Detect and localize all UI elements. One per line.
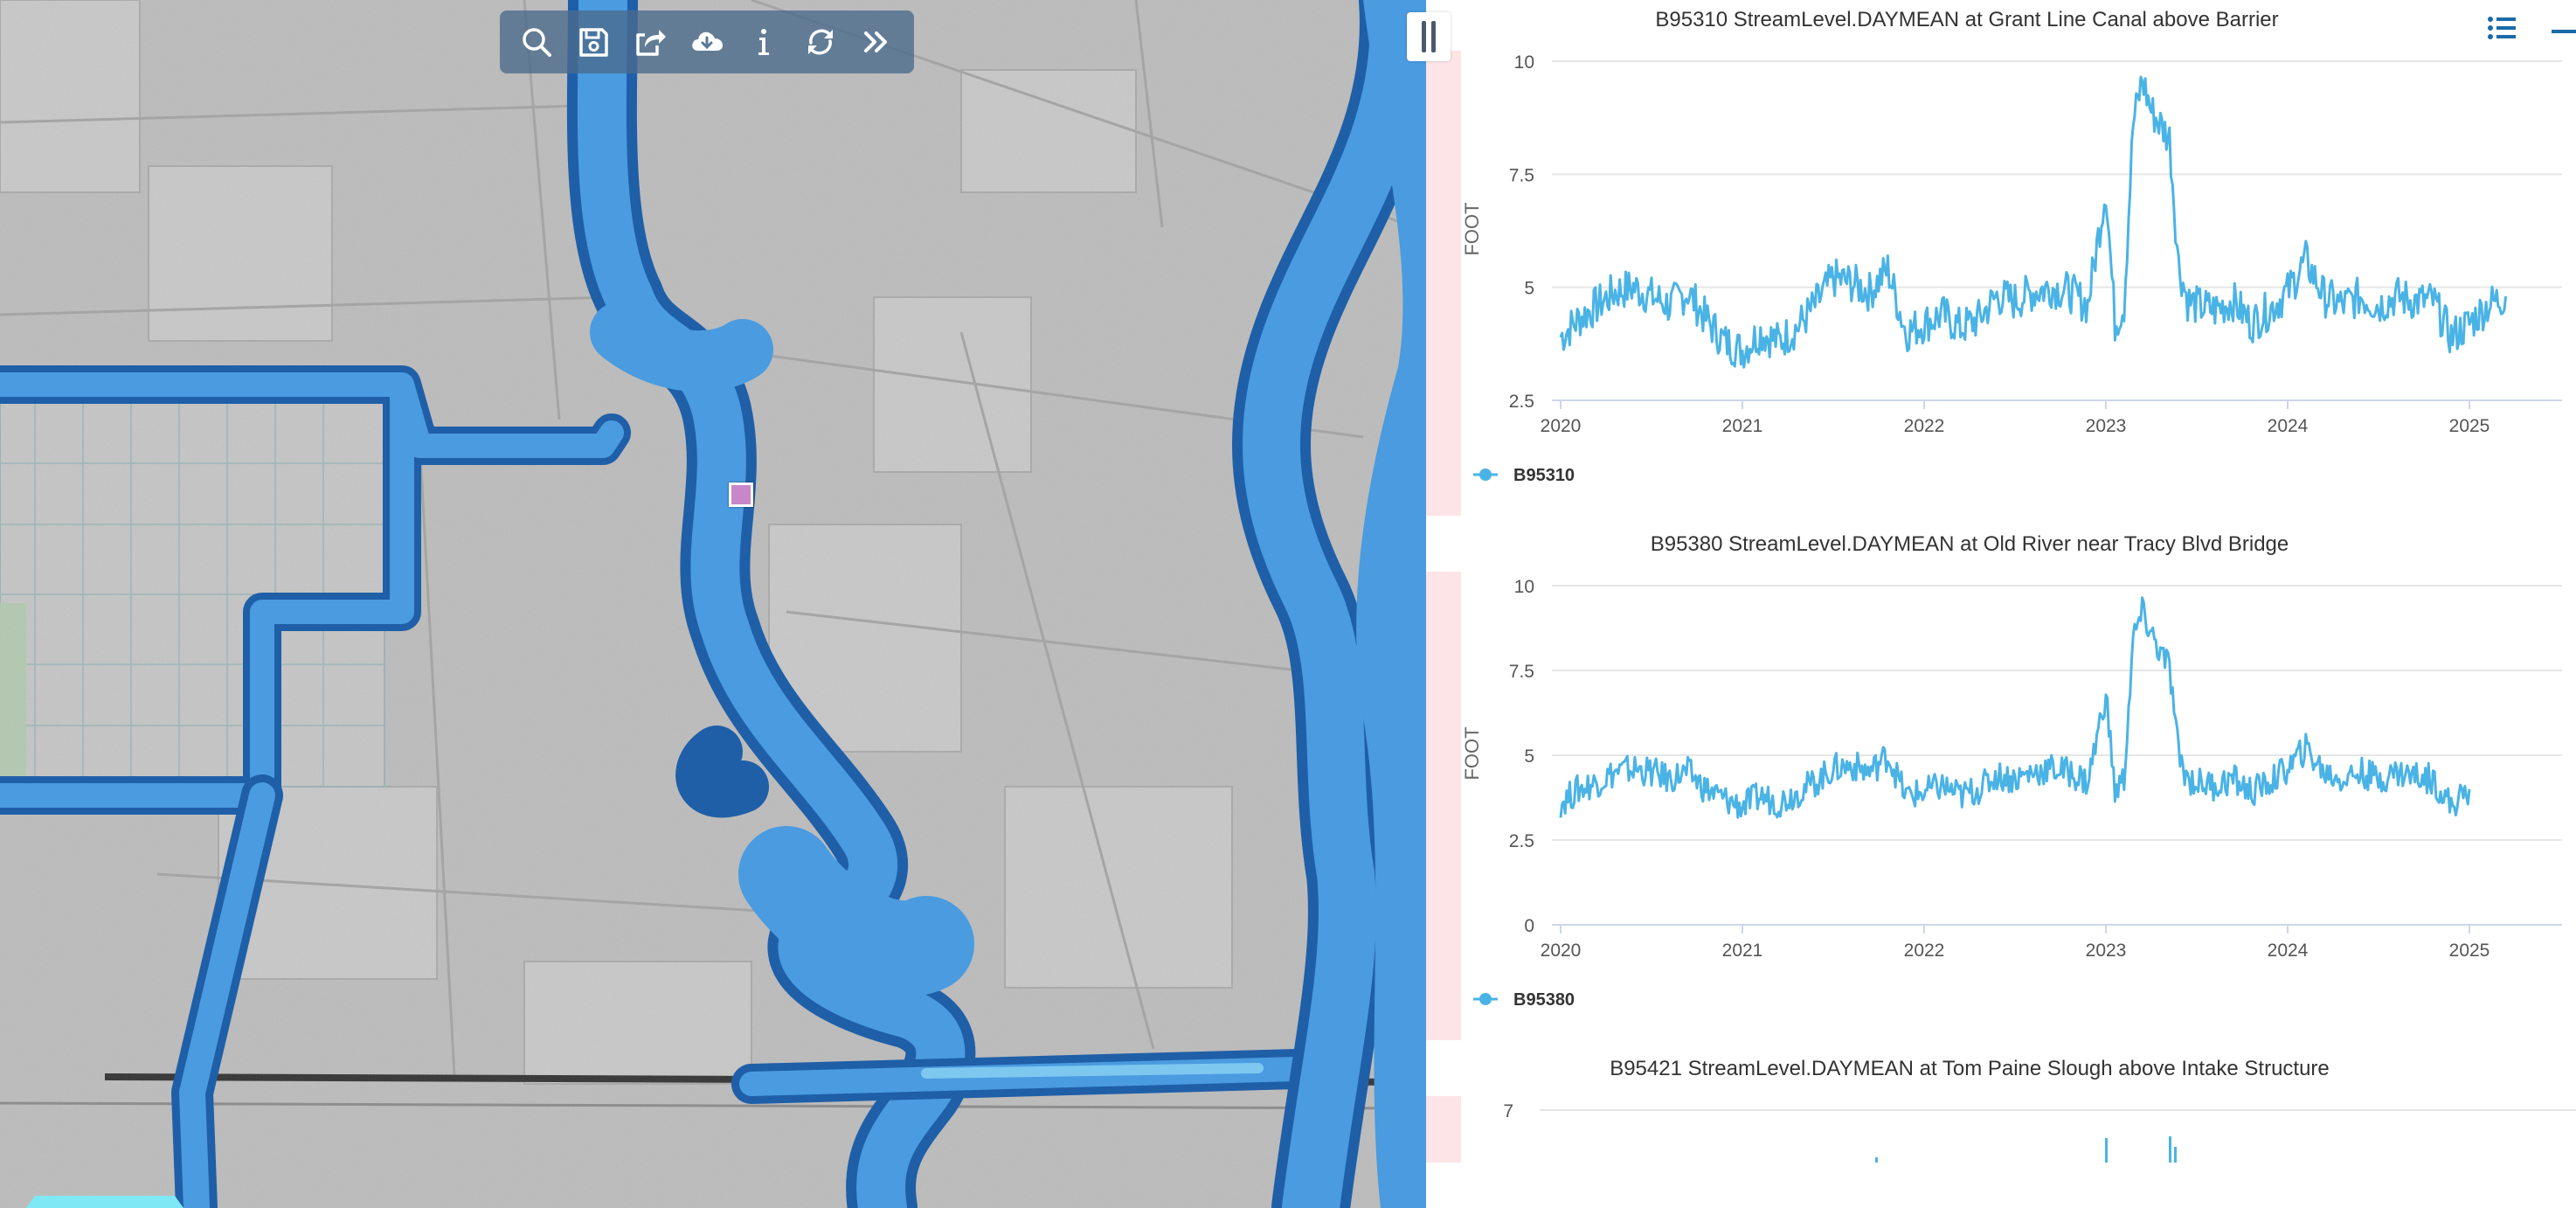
- x-tick-label: 2022: [1904, 416, 1945, 436]
- x-tick-label: 2022: [1904, 941, 1945, 961]
- y-tick-label: 5: [1524, 746, 1534, 767]
- data-point: [1875, 1157, 1878, 1163]
- legend-marker: [1479, 469, 1492, 481]
- search-button[interactable]: [513, 18, 560, 66]
- grip-icon: [1431, 21, 1436, 52]
- download-button[interactable]: [683, 18, 731, 66]
- y-tick-label: 10: [1514, 52, 1534, 73]
- x-tick-label: 2023: [2086, 416, 2127, 436]
- data-point: [2105, 1138, 2108, 1163]
- y-tick-label: 0: [1524, 916, 1534, 936]
- x-tick-label: 2021: [1722, 416, 1763, 436]
- chart-2: B95380 StreamLevel.DAYMEAN at Old River …: [1461, 532, 2562, 1010]
- y-tick-label: 7.5: [1509, 662, 1534, 682]
- chart-3: B95421 StreamLevel.DAYMEAN at Tom Paine …: [1503, 1057, 2576, 1163]
- x-tick-label: 2025: [2449, 416, 2490, 436]
- info-button[interactable]: [740, 18, 787, 66]
- chart-title: B95421 StreamLevel.DAYMEAN at Tom Paine …: [1610, 1057, 2330, 1080]
- list-icon: [2488, 17, 2516, 39]
- x-tick-label: 2020: [1541, 416, 1582, 436]
- refresh-icon: [807, 29, 833, 55]
- y-axis-label: FOOT: [1461, 726, 1483, 780]
- refresh-button[interactable]: [797, 18, 844, 66]
- grip-icon: [1422, 21, 1426, 52]
- legend-label[interactable]: B95310: [1513, 466, 1575, 485]
- x-tick-label: 2021: [1722, 941, 1763, 961]
- series-line-B95310[interactable]: [1559, 75, 2508, 369]
- cloud-download-icon: [692, 31, 723, 51]
- y-tick-label: 2.5: [1509, 831, 1534, 851]
- chart-title: B95310 StreamLevel.DAYMEAN at Grant Line…: [1655, 8, 2278, 31]
- chart-highlight-strip: [1426, 1096, 1461, 1163]
- minimize-icon[interactable]: [2552, 30, 2576, 33]
- info-icon: [758, 29, 769, 55]
- map-view[interactable]: [0, 0, 1426, 1208]
- x-tick-label: 2024: [2268, 416, 2309, 436]
- series-line-B95380[interactable]: [1559, 596, 2471, 819]
- data-point: [2174, 1147, 2177, 1163]
- y-tick-label: 10: [1514, 577, 1534, 597]
- share-button[interactable]: [627, 18, 674, 66]
- panel-resize-handle[interactable]: [1407, 12, 1451, 61]
- y-tick-label: 7: [1503, 1101, 1513, 1121]
- legend[interactable]: B95380: [1473, 990, 1575, 1010]
- station-marker[interactable]: [729, 483, 753, 507]
- chart-highlight-strip: [1426, 572, 1461, 1040]
- chart-title: B95380 StreamLevel.DAYMEAN at Old River …: [1651, 532, 2289, 556]
- double-chevron-right-icon: [864, 31, 888, 52]
- y-tick-label: 5: [1524, 279, 1534, 299]
- chart-list-button[interactable]: [2482, 10, 2522, 45]
- chart-panel: B95310 StreamLevel.DAYMEAN at Grant Line…: [1426, 0, 2576, 1208]
- charts-canvas: B95310 StreamLevel.DAYMEAN at Grant Line…: [1461, 8, 2576, 1163]
- data-point: [2169, 1136, 2171, 1163]
- legend[interactable]: B95310: [1473, 466, 1575, 485]
- search-icon: [523, 28, 552, 57]
- save-icon: [579, 28, 609, 57]
- y-tick-label: 2.5: [1509, 392, 1534, 412]
- x-tick-label: 2020: [1541, 941, 1582, 961]
- share-icon: [636, 30, 667, 56]
- x-tick-label: 2024: [2268, 941, 2309, 961]
- legend-marker: [1479, 993, 1492, 1005]
- chart-1: B95310 StreamLevel.DAYMEAN at Grant Line…: [1461, 8, 2562, 485]
- expand-toolbar-button[interactable]: [853, 18, 900, 66]
- partial-series: [1875, 1136, 2177, 1163]
- y-axis-label: FOOT: [1461, 202, 1483, 255]
- y-tick-label: 7.5: [1509, 165, 1534, 185]
- x-tick-label: 2023: [2086, 941, 2127, 961]
- chart-highlight-strip: [1426, 51, 1461, 516]
- x-tick-label: 2025: [2449, 941, 2490, 961]
- save-button[interactable]: [570, 18, 617, 66]
- hillshade-map[interactable]: [0, 0, 1426, 1208]
- legend-label[interactable]: B95380: [1513, 990, 1575, 1010]
- map-toolbar: [500, 10, 914, 73]
